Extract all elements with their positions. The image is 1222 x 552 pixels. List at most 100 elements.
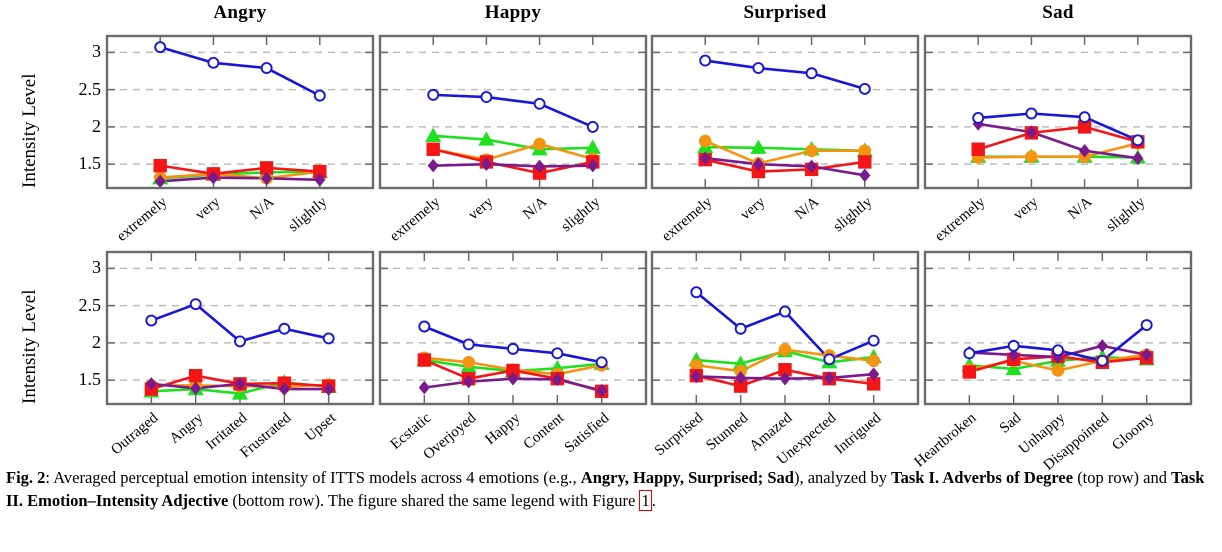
data-point-purple	[868, 367, 880, 381]
data-point-blue	[595, 356, 608, 369]
y-tick-label: 2.5	[78, 78, 102, 99]
data-point-blue	[1007, 339, 1020, 352]
data-point-purple	[480, 157, 492, 171]
series-line-orange	[978, 142, 1139, 159]
y-tick-label: 3	[92, 257, 101, 278]
data-point-purple	[690, 369, 702, 384]
caption-text-1: : Averaged perceptual emotion intensity …	[45, 468, 581, 487]
data-point-blue	[779, 305, 791, 318]
data-point-blue	[507, 342, 519, 355]
data-point-blue	[278, 322, 291, 335]
data-point-purple	[1132, 151, 1144, 165]
data-point-purple	[735, 371, 747, 385]
series-line-purple	[705, 156, 866, 177]
caption-task-2: Task II. Emotion–Intensity Adjective	[6, 468, 1205, 511]
plot-area-top-angry	[105, 34, 375, 190]
data-point-purple	[587, 158, 599, 173]
data-point-purple	[207, 170, 219, 185]
panel-title-top-sad: Sad	[1042, 2, 1074, 23]
data-point-purple	[278, 382, 290, 396]
data-point-purple	[806, 159, 818, 174]
plot-area-top-happy	[378, 34, 648, 190]
figure-1-reference-link[interactable]: 1	[639, 490, 652, 512]
plot-area-bottom-surprised	[650, 250, 920, 406]
series-line-purple	[978, 122, 1138, 160]
data-point-purple	[1025, 125, 1037, 139]
data-point-purple	[234, 377, 246, 391]
series-line-green	[433, 134, 593, 151]
y-tick-label: 2	[92, 331, 101, 352]
data-point-red	[962, 365, 977, 379]
data-point-purple	[323, 382, 335, 396]
series-line-purple	[433, 162, 593, 168]
data-point-blue	[1131, 134, 1144, 147]
figure-2: Angry Intensity Level 3 2.5 2 1.5 extremely ver…	[6, 0, 1211, 512]
y-tick-label: 2.5	[78, 294, 102, 315]
series-line-red	[977, 125, 1139, 151]
data-point-purple	[1079, 143, 1091, 158]
data-point-purple	[752, 157, 764, 171]
data-point-purple	[596, 383, 608, 398]
data-point-orange	[805, 144, 818, 158]
series-line-blue	[978, 112, 1139, 142]
caption-text-4: (bottom row). The figure shared the same…	[228, 491, 640, 511]
data-point-blue	[1078, 111, 1091, 124]
data-point-purple	[699, 151, 711, 165]
data-point-blue	[234, 335, 246, 348]
panel-bottom-happy: 32.521.5EcstaticOverjoyedHappyContentSat…	[280, 216, 666, 463]
series-line-purple	[160, 176, 320, 183]
data-point-blue	[533, 97, 546, 110]
data-point-blue	[427, 88, 440, 101]
data-point-green	[750, 139, 767, 154]
data-point-purple	[859, 168, 871, 183]
data-point-blue	[189, 298, 202, 311]
plot-area-top-surprised	[650, 34, 920, 190]
data-point-blue	[734, 322, 747, 335]
data-point-blue	[805, 67, 818, 80]
y-tick-label: 3	[92, 41, 101, 62]
data-point-blue	[690, 286, 703, 299]
data-point-blue	[462, 338, 475, 351]
data-point-red	[971, 142, 985, 156]
data-point-purple	[418, 380, 430, 395]
data-point-blue	[145, 314, 158, 327]
series-line-orange	[160, 170, 320, 180]
data-point-green	[478, 131, 495, 146]
data-point-red	[858, 155, 872, 169]
data-point-blue	[858, 82, 871, 95]
panel-bottom-surprised: 32.521.5SurprisedStunnedAmazedUnexpected…	[552, 216, 938, 468]
data-point-orange	[533, 137, 546, 151]
data-point-blue	[1140, 319, 1153, 331]
data-point-red	[417, 353, 432, 367]
data-point-blue	[260, 62, 273, 74]
plot-area-bottom-sad	[923, 250, 1193, 406]
data-point-purple	[1096, 339, 1108, 353]
data-point-blue	[207, 56, 220, 69]
data-point-blue	[1052, 344, 1064, 357]
caption-text-3: (top row) and	[1073, 468, 1172, 487]
data-point-purple	[507, 371, 519, 386]
data-point-blue	[823, 353, 836, 366]
series-line-red	[160, 164, 320, 176]
data-point-purple	[1141, 348, 1153, 362]
y-tick-label: 2	[92, 115, 101, 136]
data-point-red	[153, 158, 167, 173]
data-point-purple	[463, 374, 475, 389]
data-point-red	[188, 368, 203, 383]
caption-label: Fig. 2	[6, 468, 46, 487]
panel-bottom-sad: 32.521.5HeartbrokenSadUnhappyDisappointe…	[825, 216, 1211, 474]
data-point-purple	[551, 372, 563, 387]
series-line-red	[432, 147, 594, 175]
data-point-blue	[313, 89, 326, 102]
data-point-blue	[322, 332, 335, 345]
data-point-green	[231, 385, 249, 400]
data-point-blue	[551, 347, 564, 360]
panel-title-top-surprised: Surprised	[743, 2, 827, 23]
data-point-purple	[190, 381, 202, 396]
data-point-orange	[462, 355, 475, 369]
panel-top-surprised: Surprised32.521.5extremelyveryN/Aslightl…	[552, 0, 938, 245]
data-point-blue	[1096, 354, 1109, 367]
data-point-blue	[418, 320, 431, 333]
data-point-orange	[778, 343, 792, 356]
